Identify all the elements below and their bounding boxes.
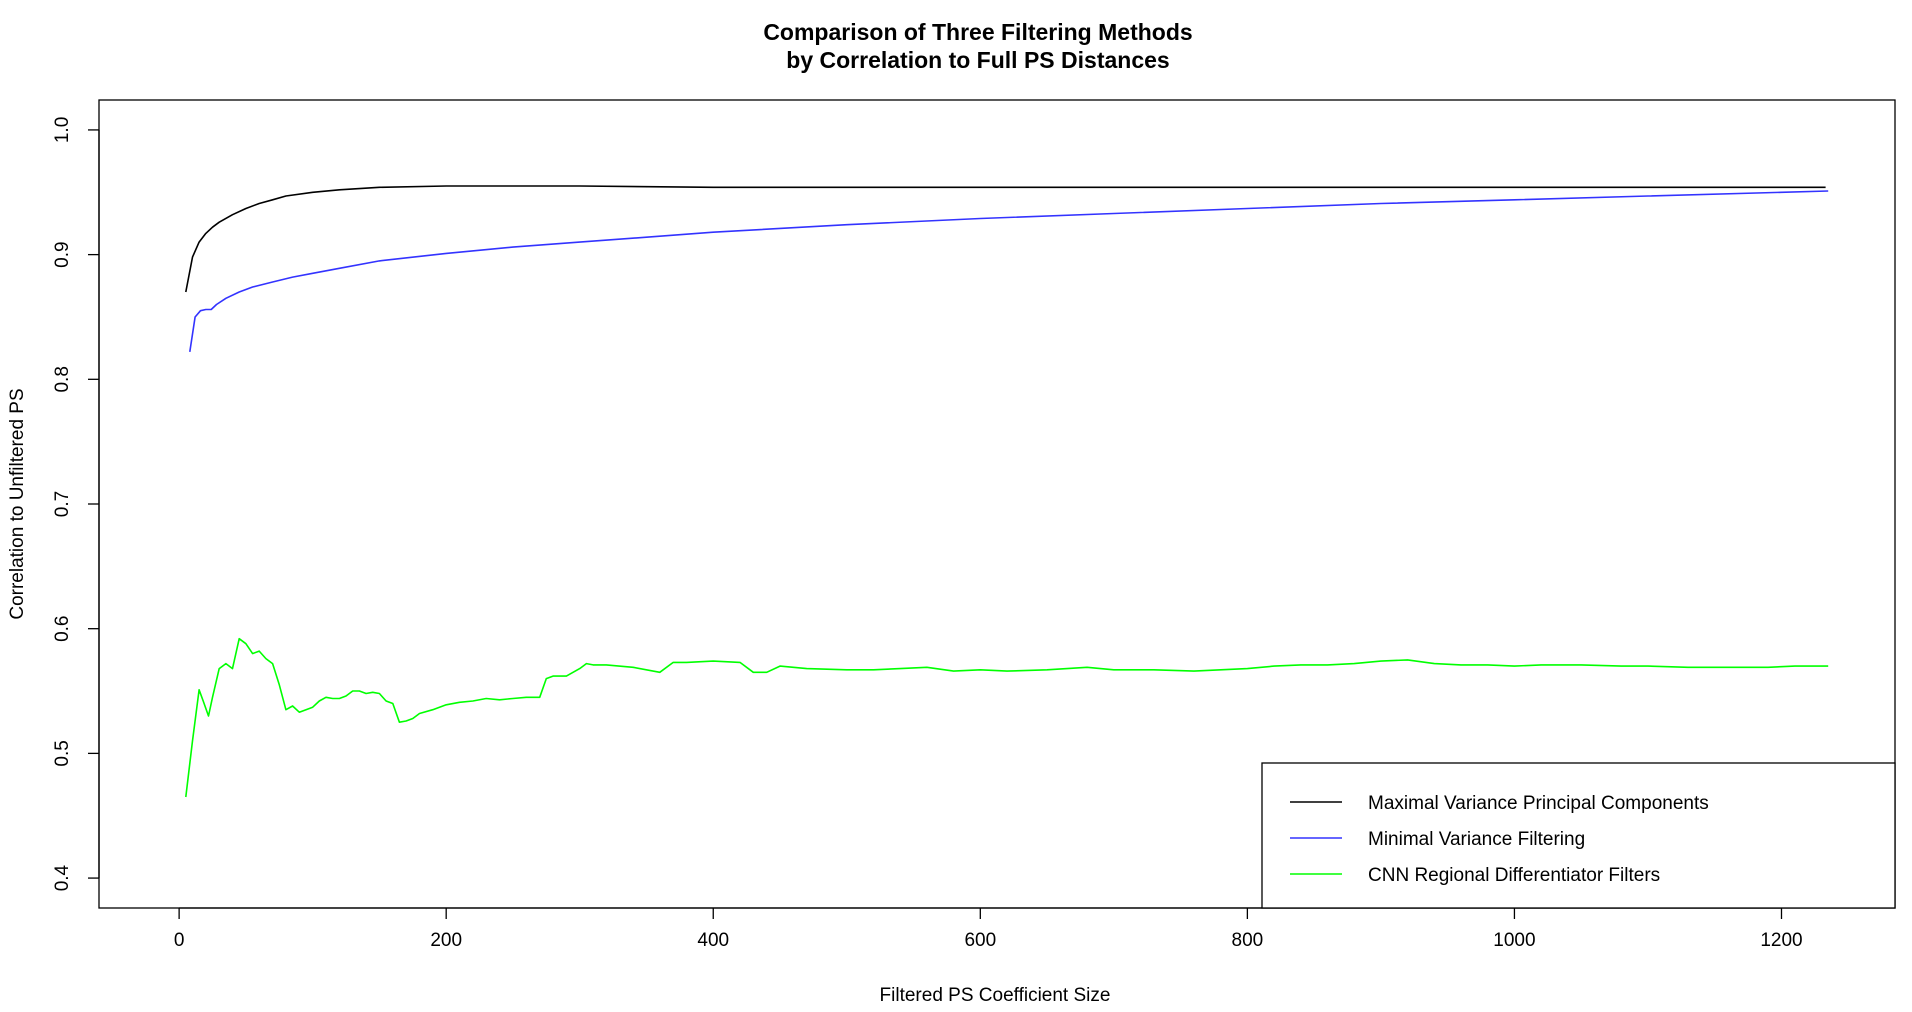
y-tick-label: 0.7: [52, 491, 73, 517]
y-tick-label: 1.0: [52, 117, 73, 143]
x-tick-label: 800: [1232, 930, 1264, 951]
y-tick-label: 0.8: [52, 366, 73, 392]
x-tick-label: 200: [430, 930, 462, 951]
legend-label-3: CNN Regional Differentiator Filters: [1368, 865, 1660, 886]
x-axis: 0 200 400 600 800 1000 1200: [174, 907, 1803, 951]
series-line-2: [189, 190, 1829, 353]
x-tick-label: 600: [964, 930, 996, 951]
legend-label-1: Maximal Variance Principal Components: [1368, 793, 1709, 814]
y-tick-label: 0.5: [52, 740, 73, 766]
y-axis: 0.4 0.5 0.6 0.7 0.8 0.9 1.0: [52, 117, 100, 891]
legend-label-2: Minimal Variance Filtering: [1368, 829, 1585, 850]
y-tick-label: 0.4: [52, 864, 73, 891]
y-tick-label: 0.9: [52, 241, 73, 267]
chart-title-line2: by Correlation to Full PS Distances: [786, 47, 1169, 73]
series-line-1: [185, 185, 1826, 293]
x-tick-label: 0: [174, 930, 185, 951]
y-tick-label: 0.6: [52, 615, 73, 641]
x-tick-label: 1200: [1760, 930, 1802, 951]
chart-title-line1: Comparison of Three Filtering Methods: [763, 19, 1192, 45]
series-line-3: [185, 637, 1829, 798]
x-tick-label: 400: [697, 930, 729, 951]
legend: Maximal Variance Principal Components Min…: [1261, 762, 1896, 909]
y-axis-label: Correlation to Unfiltered PS: [7, 388, 28, 619]
series-group: [185, 185, 1829, 798]
legend-box: [1261, 762, 1896, 909]
x-tick-label: 1000: [1493, 930, 1535, 951]
x-axis-label: Filtered PS Coefficient Size: [880, 985, 1111, 1006]
